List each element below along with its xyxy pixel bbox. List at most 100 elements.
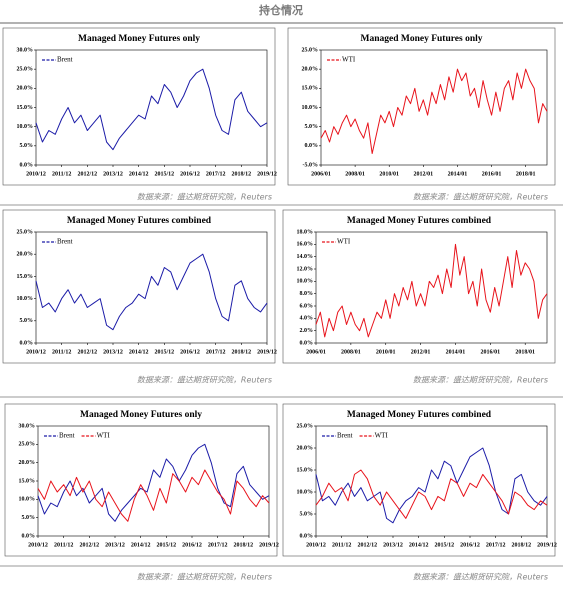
legend-label: Brent (57, 56, 73, 64)
y-tick-label: 30.0% (19, 423, 36, 429)
x-tick-label: 2013/12 (105, 542, 125, 548)
chart-title: Managed Money Futures only (360, 34, 482, 44)
x-tick-label: 2012/12 (357, 542, 377, 548)
series-line (315, 447, 548, 524)
y-tick-label: 15.0% (17, 105, 34, 111)
x-tick-label: 2010/12 (26, 349, 46, 355)
x-tick-label: 2013/12 (383, 542, 403, 548)
chart-frame (2, 209, 276, 364)
y-tick-label: 5.0% (20, 318, 34, 324)
series-line (37, 469, 270, 522)
x-tick-label: 2010/12 (26, 171, 46, 177)
x-tick-label: 2006/01 (306, 349, 326, 355)
chart-title: Managed Money Futures only (80, 410, 202, 420)
x-tick-label: 2014/12 (129, 171, 149, 177)
y-tick-label: 30.0% (17, 47, 34, 53)
y-tick-label: 0.0% (20, 340, 34, 346)
chart-frame (4, 403, 278, 557)
source: 数据来源：盛达期货研究院，Reuters (137, 193, 272, 202)
x-tick-label: 2017/12 (206, 349, 226, 355)
x-tick-label: 2019/12 (257, 349, 277, 355)
x-tick-label: 2012/12 (77, 171, 97, 177)
y-tick-label: 5.0% (300, 511, 314, 517)
x-tick-label: 2014/01 (446, 349, 466, 355)
y-tick-label: 5.0% (20, 143, 34, 149)
x-tick-label: 2014/12 (131, 542, 151, 548)
y-tick-label: 0.0% (305, 143, 319, 149)
x-tick-label: 2011/12 (54, 542, 73, 548)
y-tick-label: 10.0% (17, 296, 34, 302)
x-tick-label: 2012/01 (411, 349, 431, 355)
x-tick-label: 2010/01 (379, 171, 399, 177)
y-tick-label: 20.0% (17, 86, 34, 92)
chart-frame (2, 27, 276, 186)
chart-title: Managed Money Futures combined (67, 216, 212, 226)
y-tick-label: 0.0% (300, 533, 314, 539)
x-tick-label: 2019/12 (257, 171, 277, 177)
x-tick-label: 2017/12 (206, 171, 226, 177)
y-tick-label: 4.0% (300, 316, 314, 322)
y-tick-label: 15.0% (297, 467, 314, 473)
source: 数据来源：盛达期货研究院，Reuters (413, 376, 548, 385)
y-tick-label: 16.0% (297, 242, 314, 248)
chart-frame (282, 209, 556, 364)
y-tick-label: 10.0% (297, 279, 314, 285)
x-tick-label: 2008/01 (345, 171, 365, 177)
series-line (320, 68, 548, 154)
y-tick-label: 0.0% (22, 533, 36, 539)
x-tick-label: 2014/12 (129, 349, 149, 355)
source: 数据来源：盛达期货研究院，Reuters (413, 573, 548, 582)
x-tick-label: 2018/12 (231, 171, 251, 177)
y-tick-label: 12.0% (297, 266, 314, 272)
x-tick-label: 2018/12 (231, 349, 251, 355)
x-tick-label: 2008/01 (341, 349, 361, 355)
y-tick-label: 10.0% (19, 497, 36, 503)
y-tick-label: 20.0% (17, 252, 34, 258)
x-tick-label: 2014/12 (409, 542, 429, 548)
x-tick-label: 2015/12 (434, 542, 454, 548)
x-tick-label: 2015/12 (154, 171, 174, 177)
y-tick-label: 10.0% (302, 105, 319, 111)
y-tick-label: 15.0% (19, 478, 36, 484)
y-tick-label: 25.0% (19, 442, 36, 448)
chart-title: Managed Money Futures combined (347, 410, 492, 420)
y-tick-label: 5.0% (22, 515, 36, 521)
series-line (35, 68, 268, 151)
x-tick-label: 2012/12 (79, 542, 99, 548)
source: 数据来源：盛达期货研究院，Reuters (137, 573, 272, 582)
x-tick-label: 2018/12 (511, 542, 531, 548)
x-tick-label: 2010/12 (306, 542, 326, 548)
chart-frame (282, 403, 556, 557)
x-tick-label: 2015/12 (154, 349, 174, 355)
legend-label: WTI (342, 56, 356, 64)
plot-area (35, 231, 268, 344)
series-line (315, 243, 548, 338)
x-tick-label: 2018/12 (233, 542, 253, 548)
x-tick-label: 2018/01 (516, 171, 536, 177)
x-tick-label: 2017/12 (208, 542, 228, 548)
x-tick-label: 2013/12 (103, 349, 123, 355)
x-tick-label: 2019/12 (259, 542, 279, 548)
legend-label: Brent (59, 432, 75, 440)
y-tick-label: 14.0% (297, 254, 314, 260)
page-title: 持仓情况 (259, 3, 303, 17)
y-tick-label: 6.0% (300, 303, 314, 309)
legend-label: WTI (337, 238, 351, 246)
x-tick-label: 2015/12 (156, 542, 176, 548)
legend-label: Brent (337, 432, 353, 440)
x-tick-label: 2017/12 (486, 542, 506, 548)
chart-title: Managed Money Futures combined (347, 216, 492, 226)
plot-area (320, 49, 548, 166)
y-tick-label: 10.0% (297, 489, 314, 495)
x-tick-label: 2006/01 (311, 171, 331, 177)
series-line (37, 443, 270, 522)
x-tick-label: 2012/01 (414, 171, 434, 177)
x-tick-label: 2016/12 (182, 542, 202, 548)
chart-title: Managed Money Futures only (78, 34, 200, 44)
y-tick-label: 0.0% (300, 340, 314, 346)
y-tick-label: 18.0% (297, 229, 314, 235)
plot-area (315, 425, 548, 537)
y-tick-label: -5.0% (303, 162, 319, 168)
x-tick-label: 2014/01 (448, 171, 468, 177)
